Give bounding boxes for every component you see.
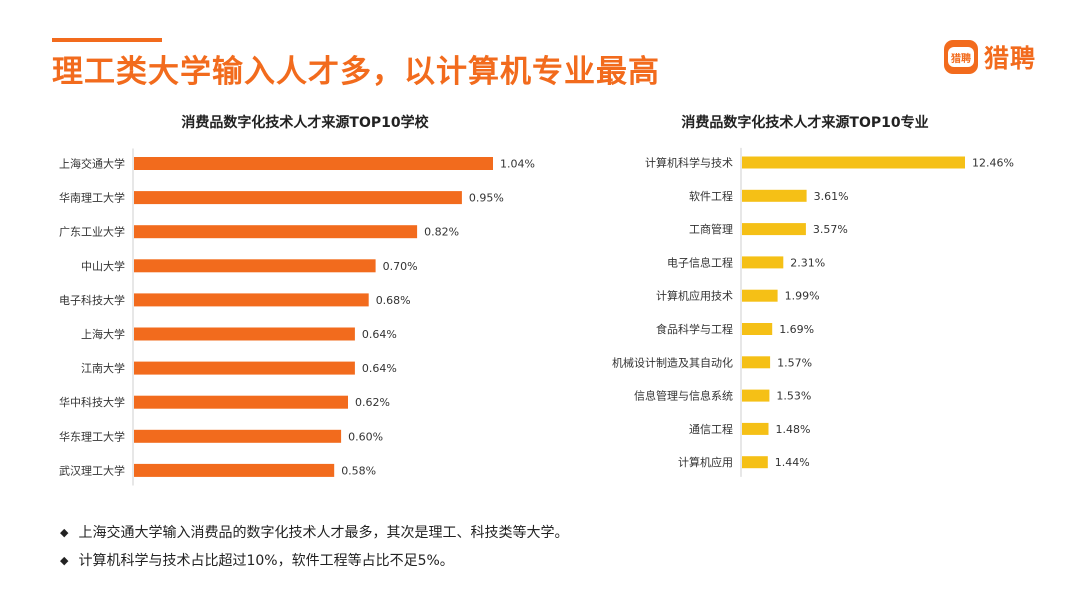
school-bar (134, 225, 418, 239)
major-bar (742, 356, 771, 369)
major-category-label: 软件工程 (689, 189, 733, 203)
major-value-label: 1.57% (777, 356, 812, 369)
school-value-label: 0.64% (362, 362, 397, 375)
school-bar (134, 361, 355, 375)
major-category-label: 计算机应用技术 (656, 289, 733, 303)
school-bar (134, 259, 376, 273)
major-value-label: 1.53% (776, 390, 811, 403)
note-text: 计算机科学与技术占比超过10%，软件工程等占比不足5%。 (78, 553, 454, 569)
major-value-label: 1.48% (776, 423, 811, 436)
school-value-label: 0.68% (376, 294, 411, 307)
school-bar (134, 327, 355, 341)
major-bar (742, 422, 769, 435)
school-category-label: 江南大学 (81, 361, 125, 375)
school-value-label: 1.04% (500, 158, 535, 171)
school-value-label: 0.95% (469, 192, 504, 205)
school-value-label: 0.64% (362, 328, 397, 341)
diamond-bullet-icon: ◆ (60, 553, 69, 567)
major-value-label: 3.61% (814, 190, 849, 203)
note-item: ◆ 计算机科学与技术占比超过10%，软件工程等占比不足5%。 (60, 546, 568, 574)
liepin-logo: 猎聘 猎聘 (944, 39, 1036, 75)
school-bar (134, 395, 348, 409)
major-bar (742, 156, 965, 169)
major-bar (742, 223, 806, 236)
title-accent-bar (52, 38, 162, 42)
major-bar (742, 323, 773, 335)
major-bar (742, 456, 768, 469)
major-category-label: 通信工程 (689, 423, 733, 436)
major-category-label: 计算机科学与技术 (645, 156, 733, 170)
school-category-label: 华南理工大学 (59, 191, 125, 205)
school-category-label: 华东理工大学 (59, 429, 125, 443)
school-category-label: 上海交通大学 (59, 157, 125, 171)
major-bar (742, 189, 807, 202)
major-bar (742, 256, 784, 269)
major-value-label: 3.57% (813, 223, 848, 236)
school-bar (134, 463, 335, 477)
right-chart-title: 消费品数字化技术人才来源TOP10专业 (681, 115, 929, 131)
school-category-label: 上海大学 (81, 327, 125, 341)
school-bar (134, 191, 462, 205)
major-category-label: 食品科学与工程 (656, 322, 733, 336)
logo-text: 猎聘 (984, 44, 1037, 73)
school-bar (134, 157, 493, 170)
school-category-label: 电子科技大学 (59, 293, 125, 307)
note-item: ◆ 上海交通大学输入消费品的数字化技术人才最多，其次是理工、科技类等大学。 (60, 518, 568, 546)
major-value-label: 12.46% (972, 157, 1014, 170)
major-value-label: 1.69% (779, 323, 814, 336)
major-value-label: 1.99% (785, 290, 820, 303)
major-value-label: 1.44% (775, 456, 810, 469)
school-value-label: 0.70% (383, 260, 418, 273)
school-bar (134, 293, 369, 307)
logo-badge-icon: 猎聘 (944, 40, 978, 74)
major-category-label: 计算机应用 (678, 455, 733, 469)
school-value-label: 0.60% (348, 430, 383, 443)
major-value-label: 2.31% (790, 256, 825, 269)
logo-badge-text: 猎聘 (948, 47, 974, 67)
notes-list: ◆ 上海交通大学输入消费品的数字化技术人才最多，其次是理工、科技类等大学。 ◆ … (60, 518, 568, 574)
major-category-label: 工商管理 (689, 222, 733, 236)
major-bar (742, 289, 778, 302)
major-category-label: 机械设计制造及其自动化 (612, 355, 733, 369)
school-category-label: 武汉理工大学 (59, 463, 125, 477)
school-value-label: 0.62% (355, 396, 390, 409)
school-value-label: 0.82% (424, 226, 459, 239)
school-category-label: 广东工业大学 (59, 225, 125, 239)
major-category-label: 信息管理与信息系统 (634, 389, 733, 403)
school-value-label: 0.58% (341, 464, 376, 477)
major-bar (742, 389, 770, 402)
note-text: 上海交通大学输入消费品的数字化技术人才最多，其次是理工、科技类等大学。 (78, 525, 569, 541)
diamond-bullet-icon: ◆ (60, 525, 69, 539)
school-category-label: 中山大学 (81, 259, 125, 273)
school-category-label: 华中科技大学 (59, 395, 125, 409)
major-category-label: 电子信息工程 (667, 255, 733, 269)
left-chart-title: 消费品数字化技术人才来源TOP10学校 (181, 115, 429, 131)
page-title: 理工类大学输入人才多，以计算机专业最高 (52, 54, 660, 90)
school-bar (134, 429, 342, 443)
